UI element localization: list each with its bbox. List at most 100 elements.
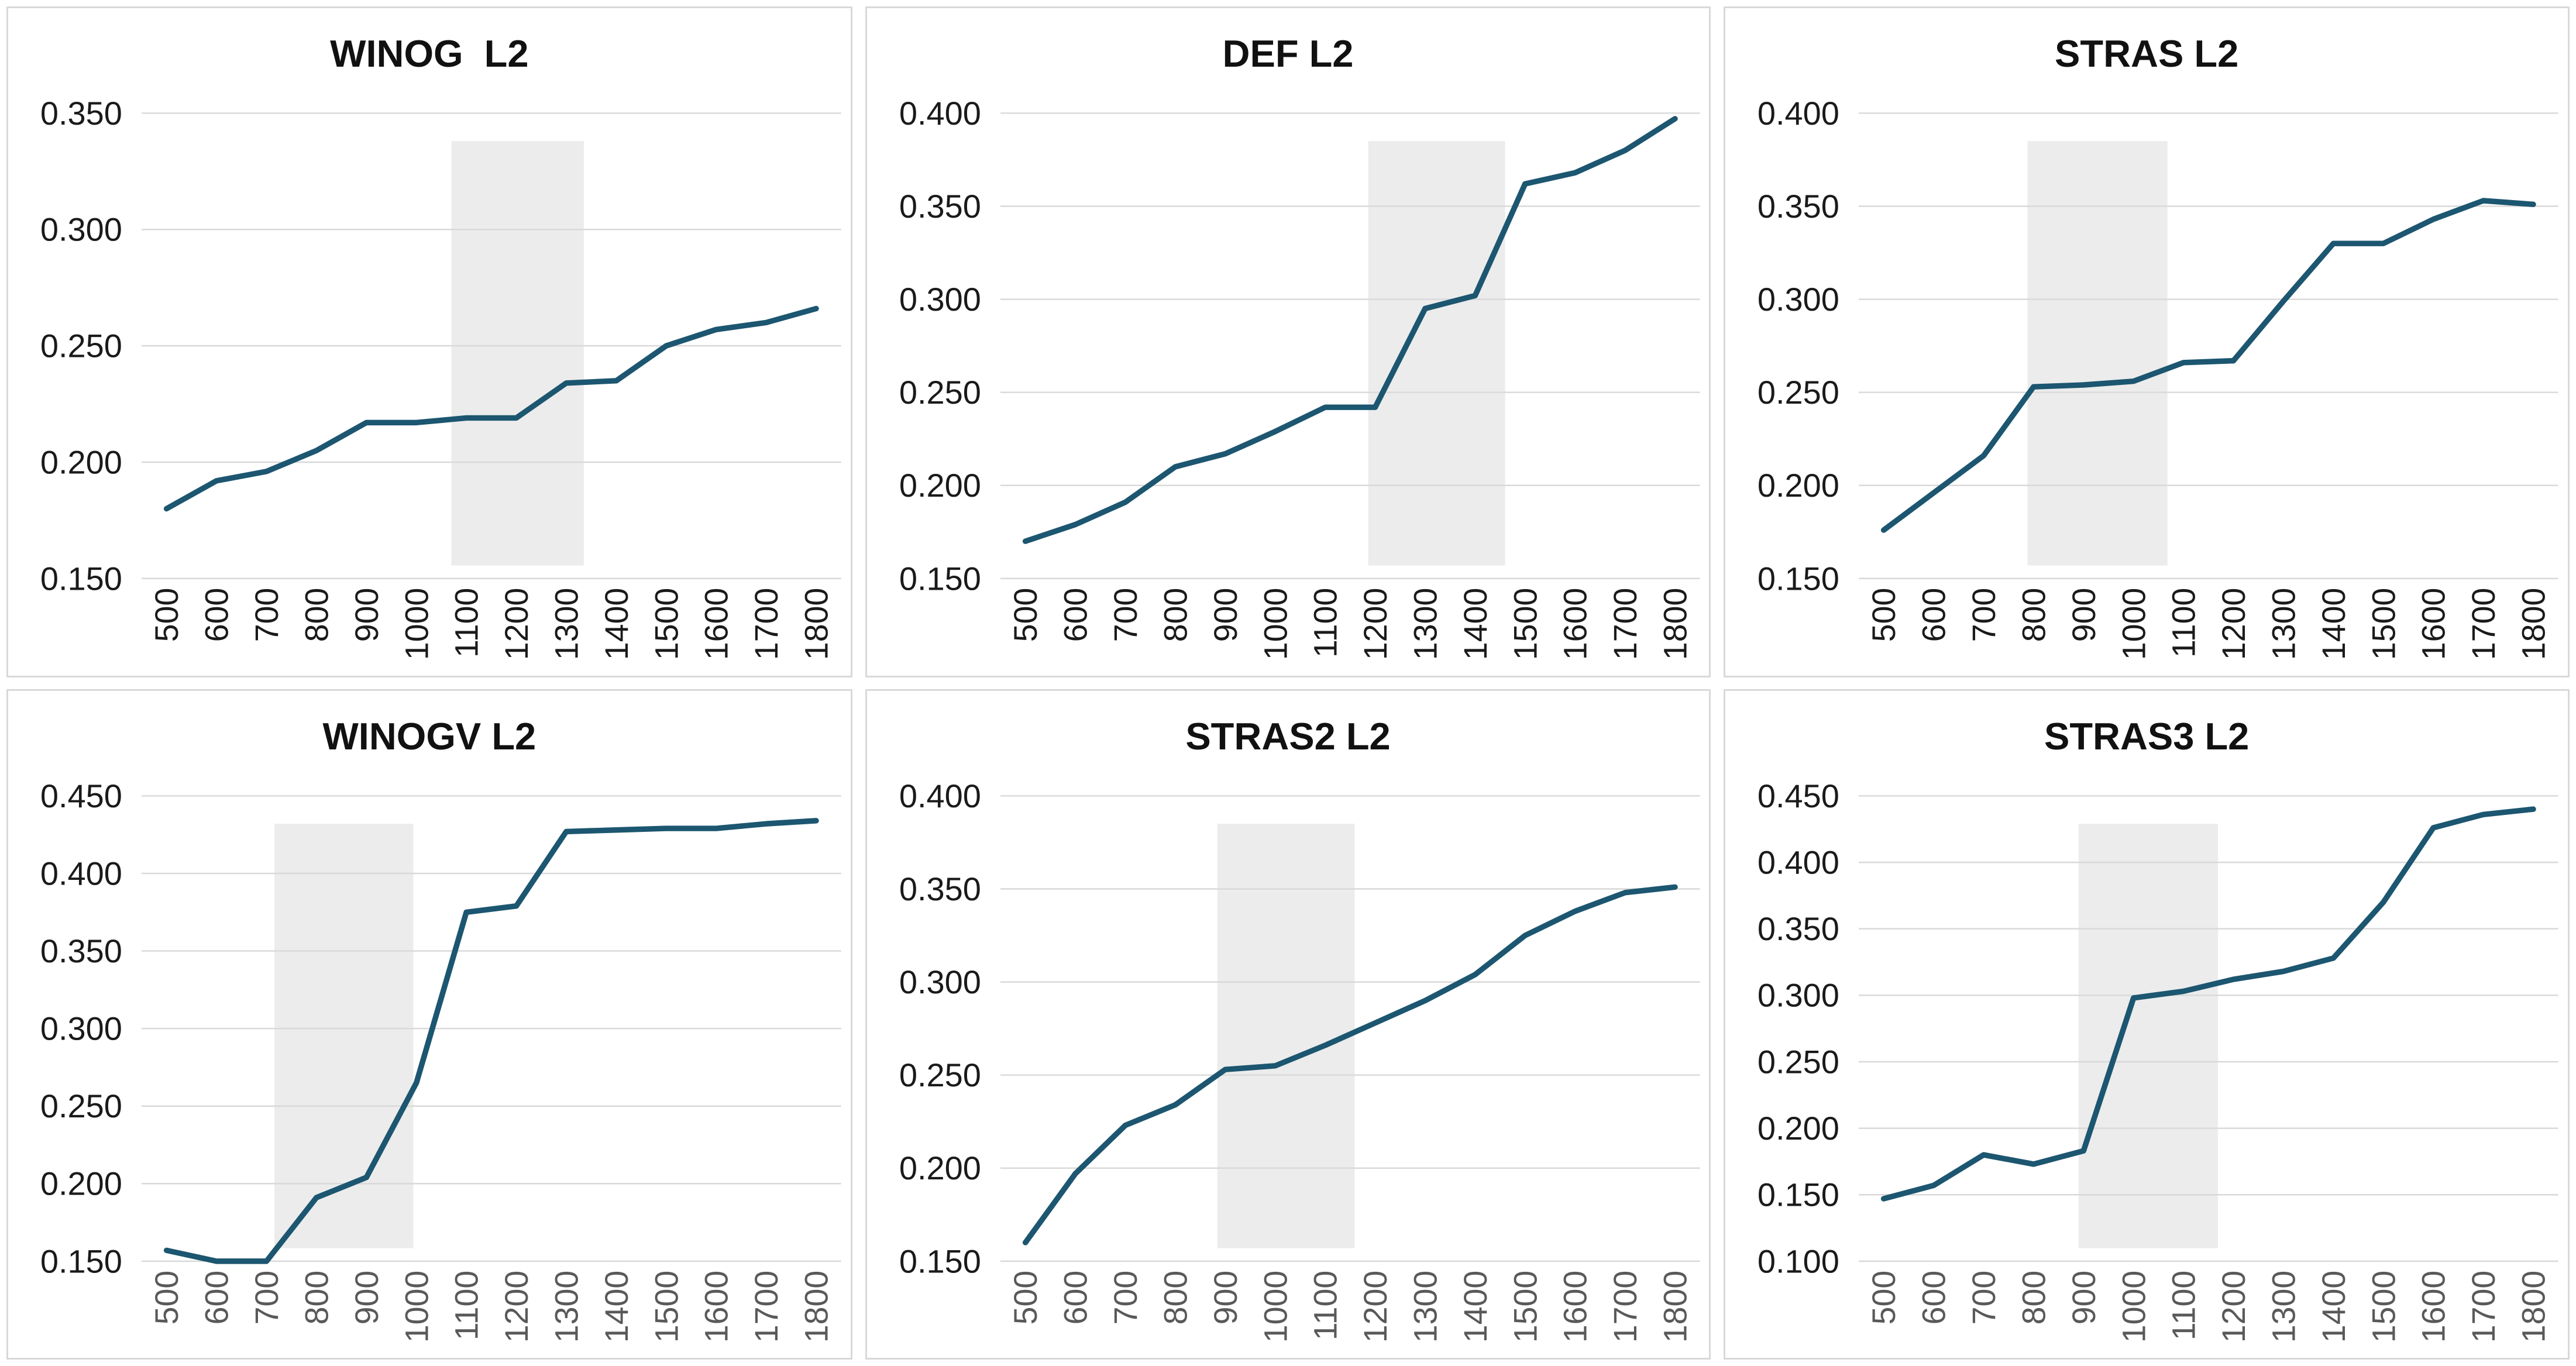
gridlines xyxy=(1000,112,1700,580)
svg-text:0.400: 0.400 xyxy=(40,855,122,892)
x-axis-labels: 500 600 700 800 900 1000 1100 1200 1300 1400 1500 1… xyxy=(149,588,835,660)
svg-text:1200: 1200 xyxy=(498,588,535,660)
svg-text:600: 600 xyxy=(198,1270,235,1324)
svg-text:1500: 1500 xyxy=(2365,1270,2402,1343)
chart-panel-winogv-l2: WINOGV L2 0.450 0.400 0.350 0.300 0.250 0.200… xyxy=(6,689,852,1360)
svg-text:900: 900 xyxy=(2066,1270,2102,1324)
svg-text:0.250: 0.250 xyxy=(40,328,122,364)
svg-text:0.450: 0.450 xyxy=(40,778,122,814)
svg-text:1600: 1600 xyxy=(699,588,735,660)
series-line xyxy=(1881,198,2537,533)
svg-text:0.350: 0.350 xyxy=(40,933,122,969)
svg-text:1100: 1100 xyxy=(2166,1270,2202,1340)
x-axis-labels: 500 600 700 800 900 1000 1100 1200 1300 1400 1500 1… xyxy=(1007,588,1694,660)
svg-text:1300: 1300 xyxy=(2266,588,2302,660)
chart-panel-def-l2: DEF L2 0.400 0.350 0.300 0.250 0.200 0.150 500… xyxy=(865,6,1711,677)
chart-title: WINOGV L2 xyxy=(322,714,536,758)
svg-text:1500: 1500 xyxy=(2365,588,2402,660)
highlight-band xyxy=(274,823,414,1248)
svg-text:1700: 1700 xyxy=(1607,1270,1643,1343)
svg-text:1700: 1700 xyxy=(748,588,785,660)
svg-text:900: 900 xyxy=(349,588,385,642)
svg-text:0.400: 0.400 xyxy=(1758,95,1839,132)
svg-text:800: 800 xyxy=(298,588,335,642)
svg-text:1100: 1100 xyxy=(1307,1270,1343,1340)
svg-text:1700: 1700 xyxy=(2465,1270,2502,1343)
svg-text:0.300: 0.300 xyxy=(899,281,981,318)
highlight-band xyxy=(1217,823,1355,1248)
chart-plot: 0.400 0.350 0.300 0.250 0.200 0.150 500 600 700 8… xyxy=(899,778,1700,1343)
gridlines xyxy=(1000,794,1700,1262)
svg-text:1000: 1000 xyxy=(398,588,435,660)
svg-text:1600: 1600 xyxy=(1557,1270,1593,1343)
svg-text:1300: 1300 xyxy=(548,588,584,660)
chart-title: STRAS L2 xyxy=(2055,32,2239,75)
svg-text:1200: 1200 xyxy=(2216,588,2252,660)
svg-text:1400: 1400 xyxy=(1457,588,1493,660)
gridlines xyxy=(1859,794,2558,1262)
gridlines xyxy=(1859,112,2558,580)
svg-text:0.150: 0.150 xyxy=(40,561,122,597)
svg-text:700: 700 xyxy=(1108,588,1144,642)
svg-text:600: 600 xyxy=(1916,588,1952,642)
svg-text:0.150: 0.150 xyxy=(899,1243,981,1279)
svg-text:0.350: 0.350 xyxy=(40,95,122,132)
svg-text:700: 700 xyxy=(1966,588,2002,642)
svg-text:1500: 1500 xyxy=(648,588,685,660)
svg-text:1100: 1100 xyxy=(2166,588,2202,658)
svg-text:0.150: 0.150 xyxy=(40,1243,122,1279)
svg-text:1800: 1800 xyxy=(2516,588,2552,660)
svg-text:500: 500 xyxy=(149,1270,185,1324)
chart-plot: 0.400 0.350 0.300 0.250 0.200 0.150 500 600 700 8… xyxy=(1758,95,2558,660)
chart-plot: 0.450 0.400 0.350 0.300 0.250 0.200 0.150 500 60… xyxy=(40,778,841,1343)
chart-title: WINOG L2 xyxy=(330,32,529,75)
svg-text:0.350: 0.350 xyxy=(899,188,981,225)
y-axis-labels: 0.450 0.400 0.350 0.300 0.250 0.200 0.150 0.100 xyxy=(1758,778,1839,1279)
chart-plot: 0.350 0.300 0.250 0.200 0.150 500 600 700 800 900… xyxy=(40,95,841,660)
svg-text:600: 600 xyxy=(1057,1270,1093,1324)
svg-text:800: 800 xyxy=(298,1270,335,1324)
svg-text:1300: 1300 xyxy=(1407,1270,1443,1343)
svg-text:1600: 1600 xyxy=(699,1270,735,1343)
svg-text:1100: 1100 xyxy=(449,588,485,658)
chart-panel-winog-l2: WINOG L2 0.350 0.300 0.250 0.200 0.150 500 600… xyxy=(6,6,852,677)
svg-text:1200: 1200 xyxy=(1357,1270,1394,1343)
svg-text:0.200: 0.200 xyxy=(1758,467,1839,504)
svg-text:0.400: 0.400 xyxy=(899,95,981,132)
svg-text:0.200: 0.200 xyxy=(40,445,122,481)
svg-text:1700: 1700 xyxy=(2465,588,2502,660)
svg-text:700: 700 xyxy=(1966,1270,2002,1324)
chart-title: STRAS2 L2 xyxy=(1185,714,1391,758)
svg-text:900: 900 xyxy=(349,1270,385,1324)
svg-text:1800: 1800 xyxy=(1657,588,1693,660)
svg-text:1000: 1000 xyxy=(398,1270,435,1343)
svg-text:0.250: 0.250 xyxy=(40,1088,122,1124)
svg-text:1400: 1400 xyxy=(2316,588,2352,660)
svg-text:1200: 1200 xyxy=(498,1270,535,1343)
svg-text:0.200: 0.200 xyxy=(40,1165,122,1202)
svg-text:1400: 1400 xyxy=(599,588,635,660)
svg-text:0.400: 0.400 xyxy=(899,778,981,814)
svg-text:0.300: 0.300 xyxy=(1758,281,1839,318)
svg-text:500: 500 xyxy=(1007,588,1044,642)
gridlines xyxy=(141,112,841,580)
svg-text:700: 700 xyxy=(249,1270,285,1324)
chart-plot: 0.400 0.350 0.300 0.250 0.200 0.150 500 600 700 8… xyxy=(899,95,1700,660)
svg-text:500: 500 xyxy=(1866,1270,1902,1324)
y-axis-labels: 0.450 0.400 0.350 0.300 0.250 0.200 0.150 xyxy=(40,778,122,1279)
chart-plot: 0.450 0.400 0.350 0.300 0.250 0.200 0.150 0.100… xyxy=(1758,778,2558,1343)
svg-text:1300: 1300 xyxy=(548,1270,584,1343)
svg-text:0.100: 0.100 xyxy=(1758,1243,1839,1279)
chart-panel-stras3-l2: STRAS3 L2 0.450 0.400 0.350 0.300 0.250 0.200… xyxy=(1724,689,2570,1360)
svg-text:800: 800 xyxy=(1157,588,1194,642)
svg-text:0.200: 0.200 xyxy=(899,1150,981,1186)
series-line xyxy=(1881,806,2537,1202)
svg-text:0.250: 0.250 xyxy=(1758,374,1839,411)
svg-text:1700: 1700 xyxy=(748,1270,785,1343)
series-line xyxy=(1022,116,1678,544)
y-axis-labels: 0.400 0.350 0.300 0.250 0.200 0.150 xyxy=(1758,95,1839,597)
svg-text:1200: 1200 xyxy=(1357,588,1394,660)
highlight-band xyxy=(2027,141,2168,566)
svg-text:1100: 1100 xyxy=(449,1270,485,1340)
